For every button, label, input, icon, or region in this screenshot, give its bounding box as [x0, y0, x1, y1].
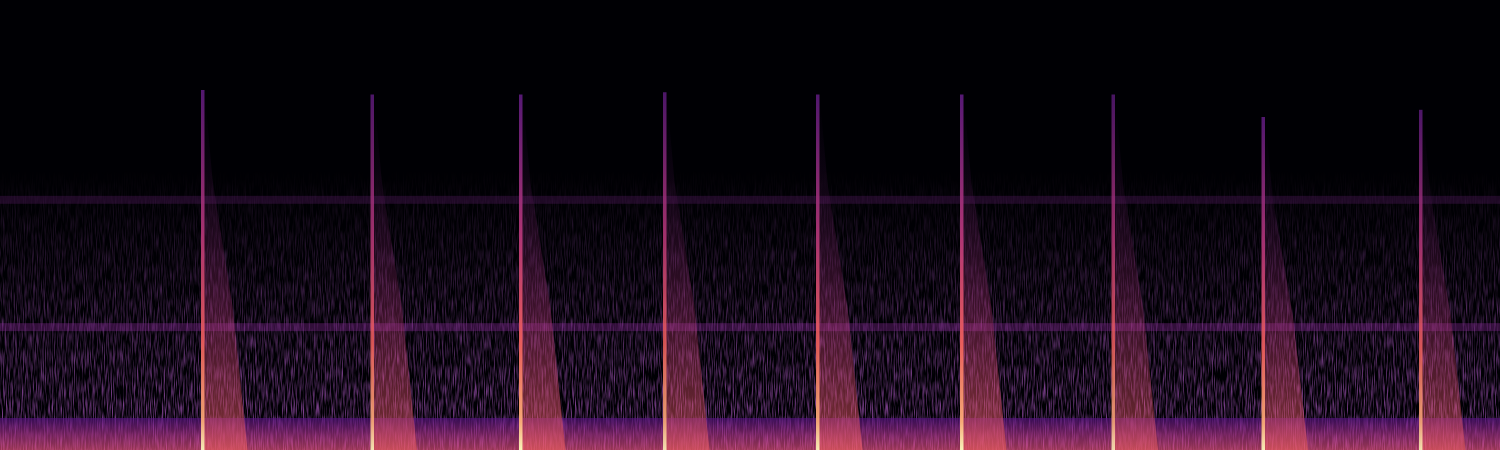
click-decay: [665, 102, 710, 450]
click-event: [816, 95, 820, 450]
click-event: [960, 95, 964, 450]
click-decay: [372, 105, 417, 450]
frequency-band: [0, 196, 1500, 204]
click-event: [519, 95, 523, 450]
click-decay: [1263, 127, 1308, 450]
click-event: [201, 90, 205, 450]
click-decay: [1113, 105, 1158, 450]
click-decay: [818, 105, 863, 450]
click-decay: [962, 105, 1007, 450]
click-event: [663, 92, 667, 450]
click-event: [1112, 95, 1116, 450]
plot-area: [0, 90, 1500, 450]
click-decay: [203, 100, 248, 450]
click-decay: [1421, 120, 1466, 450]
background: [0, 0, 1500, 450]
click-event: [371, 95, 375, 450]
click-event: [1419, 110, 1423, 450]
spectrogram: [0, 0, 1500, 450]
click-decay: [521, 105, 566, 450]
click-event: [1262, 117, 1266, 450]
